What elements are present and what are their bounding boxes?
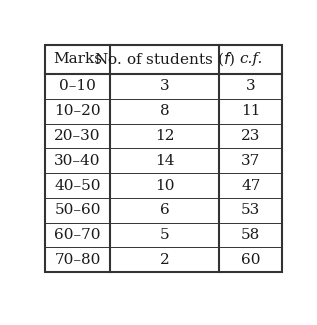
Text: 5: 5 — [160, 228, 170, 242]
Text: 37: 37 — [241, 154, 260, 168]
Text: 3: 3 — [160, 79, 170, 93]
Text: 0–10: 0–10 — [59, 79, 96, 93]
Text: 11: 11 — [241, 104, 261, 118]
Text: 6: 6 — [160, 203, 170, 217]
Text: 12: 12 — [155, 129, 175, 143]
Text: 60–70: 60–70 — [54, 228, 101, 242]
Text: 70–80: 70–80 — [55, 253, 101, 267]
Text: 40–50: 40–50 — [54, 178, 101, 192]
Text: 30–40: 30–40 — [54, 154, 101, 168]
Text: 58: 58 — [241, 228, 260, 242]
Text: 60: 60 — [241, 253, 261, 267]
Text: 2: 2 — [160, 253, 170, 267]
Text: 10: 10 — [155, 178, 175, 192]
Text: 3: 3 — [246, 79, 256, 93]
Text: Marks: Marks — [53, 52, 102, 66]
Text: No. of students ($\mathit{f}$): No. of students ($\mathit{f}$) — [94, 50, 235, 68]
Text: 14: 14 — [155, 154, 175, 168]
Text: 10–20: 10–20 — [54, 104, 101, 118]
Text: 20–30: 20–30 — [54, 129, 101, 143]
Text: 23: 23 — [241, 129, 261, 143]
Text: 8: 8 — [160, 104, 170, 118]
Text: c.f.: c.f. — [239, 52, 262, 66]
Text: 47: 47 — [241, 178, 261, 192]
Text: 53: 53 — [241, 203, 260, 217]
Text: 50–60: 50–60 — [54, 203, 101, 217]
